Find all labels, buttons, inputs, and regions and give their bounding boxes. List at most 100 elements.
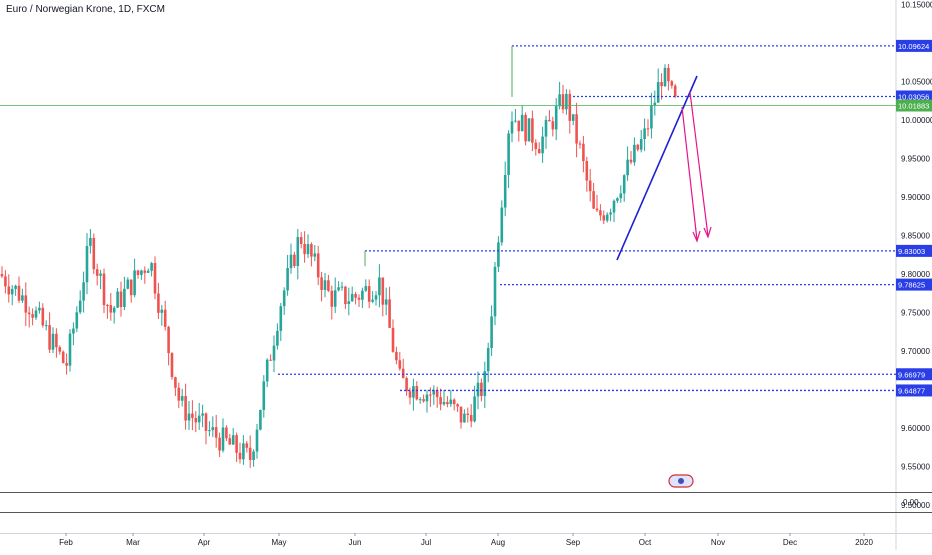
candle-body <box>177 387 181 401</box>
candle-body <box>320 277 323 290</box>
candle-body <box>442 401 446 405</box>
candle-body <box>95 269 99 276</box>
candle-body <box>99 273 102 276</box>
candle-body <box>4 276 7 287</box>
candle-body <box>10 288 14 295</box>
candle-body <box>452 399 456 405</box>
candle-body <box>439 397 442 405</box>
y-tick-label: 9.85000 <box>901 232 930 241</box>
trend-line[interactable] <box>616 75 698 261</box>
candle-body <box>497 242 500 267</box>
x-tick-label: Sep <box>566 538 581 547</box>
projection-arrow-line[interactable] <box>689 91 709 237</box>
candle-body <box>357 297 361 300</box>
candle-body <box>422 399 425 402</box>
candle-body <box>17 285 21 301</box>
candle-body <box>653 102 657 106</box>
candle-body <box>575 114 578 144</box>
candle-body <box>660 82 663 87</box>
candle-body <box>75 312 79 329</box>
candle-body <box>129 279 133 296</box>
candle-body <box>293 254 296 267</box>
candle-body <box>174 377 177 388</box>
candle-body <box>7 286 11 295</box>
candle-body <box>208 430 211 432</box>
candle-body <box>531 118 534 143</box>
candle-body <box>415 386 419 400</box>
candle-body <box>626 159 629 176</box>
candle-body <box>218 437 221 451</box>
candle-body <box>582 143 585 162</box>
candle-body <box>602 215 606 221</box>
candle-body <box>585 161 589 181</box>
candle-body <box>371 299 374 302</box>
candle-body <box>568 93 572 121</box>
last-price-label: 10.01883 <box>898 102 929 111</box>
candle-body <box>225 427 228 439</box>
y-tick-label: 9.55000 <box>901 463 930 472</box>
candle-body <box>337 287 340 291</box>
candle-body <box>163 309 167 327</box>
candle-body <box>592 191 595 209</box>
candle-body <box>466 413 470 415</box>
candle-body <box>333 290 337 307</box>
candle-body <box>146 270 150 273</box>
candle-body <box>347 301 351 305</box>
price-level-label: 10.09624 <box>898 42 929 51</box>
candle-body <box>374 295 378 300</box>
candle-body <box>187 413 191 421</box>
candle-body <box>395 351 398 361</box>
candle-body <box>65 362 68 366</box>
candle-body <box>316 253 320 278</box>
candle-body <box>588 180 592 192</box>
candle-body <box>554 106 558 130</box>
y-tick-label: 9.80000 <box>901 270 930 279</box>
candle-body <box>412 386 415 398</box>
candle-body <box>517 120 521 132</box>
candle-body <box>211 427 215 431</box>
x-tick-label: Jul <box>421 538 431 547</box>
candle-body <box>456 404 459 407</box>
price-level-tag <box>896 39 932 52</box>
candle-body <box>150 263 153 271</box>
candle-body <box>667 67 670 82</box>
candle-body <box>41 307 45 326</box>
y-tick-label: 9.70000 <box>901 347 930 356</box>
candle-body <box>310 244 313 257</box>
candle-body <box>133 270 136 296</box>
y-tick-label: 10.00000 <box>901 116 932 125</box>
x-tick-label: Feb <box>59 538 73 547</box>
candle-body <box>170 353 174 378</box>
candle-body <box>609 212 612 215</box>
candle-body <box>408 391 412 398</box>
chart-title: Euro / Norwegian Krone, 1D, FXCM <box>6 4 165 15</box>
x-tick-label: 2020 <box>855 538 873 547</box>
candle-body <box>136 270 140 275</box>
candle-body <box>92 237 96 270</box>
candle-body <box>537 149 541 154</box>
candle-body <box>663 67 667 87</box>
candle-body <box>473 396 476 422</box>
candle-body <box>51 333 55 350</box>
candle-body <box>391 327 395 352</box>
candle-body <box>34 310 38 318</box>
price-level-tag <box>896 278 932 291</box>
candle-body <box>112 307 116 313</box>
candle-body <box>534 142 538 150</box>
candle-body <box>643 128 646 140</box>
candle-body <box>85 245 89 283</box>
candle-body <box>235 435 238 453</box>
x-tick-label: Apr <box>198 538 211 547</box>
candle-body <box>354 294 357 298</box>
candle-body <box>160 309 164 313</box>
candle-body <box>503 174 507 208</box>
candle-body <box>44 325 48 327</box>
candle-body <box>180 396 184 401</box>
candle-body <box>463 413 466 423</box>
projection-arrow-line[interactable] <box>681 106 698 241</box>
candle-body <box>541 136 544 154</box>
candle-body <box>191 413 194 418</box>
y-tick-label: 9.90000 <box>901 193 930 202</box>
